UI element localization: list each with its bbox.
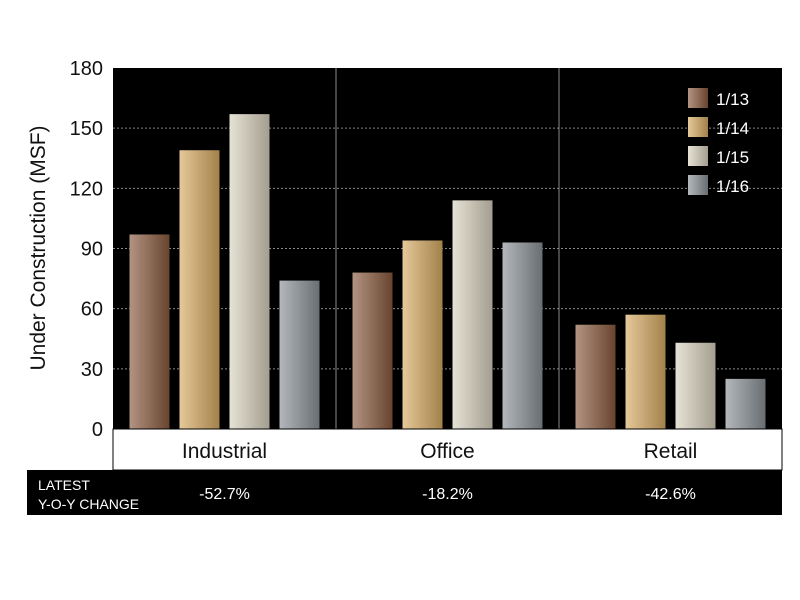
bar-retail-1-14 (625, 314, 666, 429)
bar-industrial-1-13 (129, 234, 170, 429)
category-separators (335, 68, 560, 429)
bar-retail-1-13 (575, 324, 616, 429)
y-axis-label: Under Construction (MSF) (27, 125, 50, 370)
y-tick-label: 180 (70, 58, 103, 80)
footer-values: -52.7% -18.2% -42.6% (199, 486, 696, 503)
footer-value: -52.7% (199, 486, 250, 503)
y-tick-label: 60 (81, 299, 103, 321)
bars (129, 114, 766, 429)
bar-industrial-1-15 (229, 114, 270, 429)
bar-office-1-14 (402, 240, 443, 429)
legend: 1/13 1/14 1/15 1/16 (688, 88, 749, 196)
legend-swatch (688, 146, 708, 166)
legend-swatch (688, 88, 708, 108)
bar-office-1-16 (502, 242, 543, 429)
x-axis-labels: Industrial Office Retail (182, 440, 697, 463)
x-tick-label: Office (420, 440, 474, 463)
bar-industrial-1-16 (279, 280, 320, 429)
bar-office-1-13 (352, 272, 393, 429)
x-tick-label: Industrial (182, 440, 267, 463)
bar-retail-1-15 (675, 342, 716, 429)
y-tick-label: 120 (70, 178, 103, 200)
y-tick-label: 150 (70, 118, 103, 140)
x-tick-label: Retail (644, 440, 698, 463)
bar-retail-1-16 (725, 378, 766, 429)
y-axis-ticks: 0 30 60 90 120 150 180 (70, 58, 103, 441)
legend-swatch (688, 175, 708, 195)
footer-value: -42.6% (645, 486, 696, 503)
footer-band (27, 470, 782, 515)
grid-lines (113, 127, 782, 370)
y-tick-label: 30 (81, 359, 103, 381)
legend-swatch (688, 117, 708, 137)
y-tick-label: 0 (92, 419, 103, 441)
y-tick-label: 90 (81, 239, 103, 261)
footer-title-line2: Y-O-Y CHANGE (38, 496, 139, 512)
legend-label: 1/14 (716, 119, 749, 138)
footer-value: -18.2% (422, 486, 473, 503)
bar-office-1-15 (452, 200, 493, 429)
legend-label: 1/15 (716, 148, 749, 167)
bar-industrial-1-14 (179, 150, 220, 429)
footer-title-line1: LATEST (38, 477, 90, 493)
legend-label: 1/16 (716, 177, 749, 196)
legend-label: 1/13 (716, 90, 749, 109)
